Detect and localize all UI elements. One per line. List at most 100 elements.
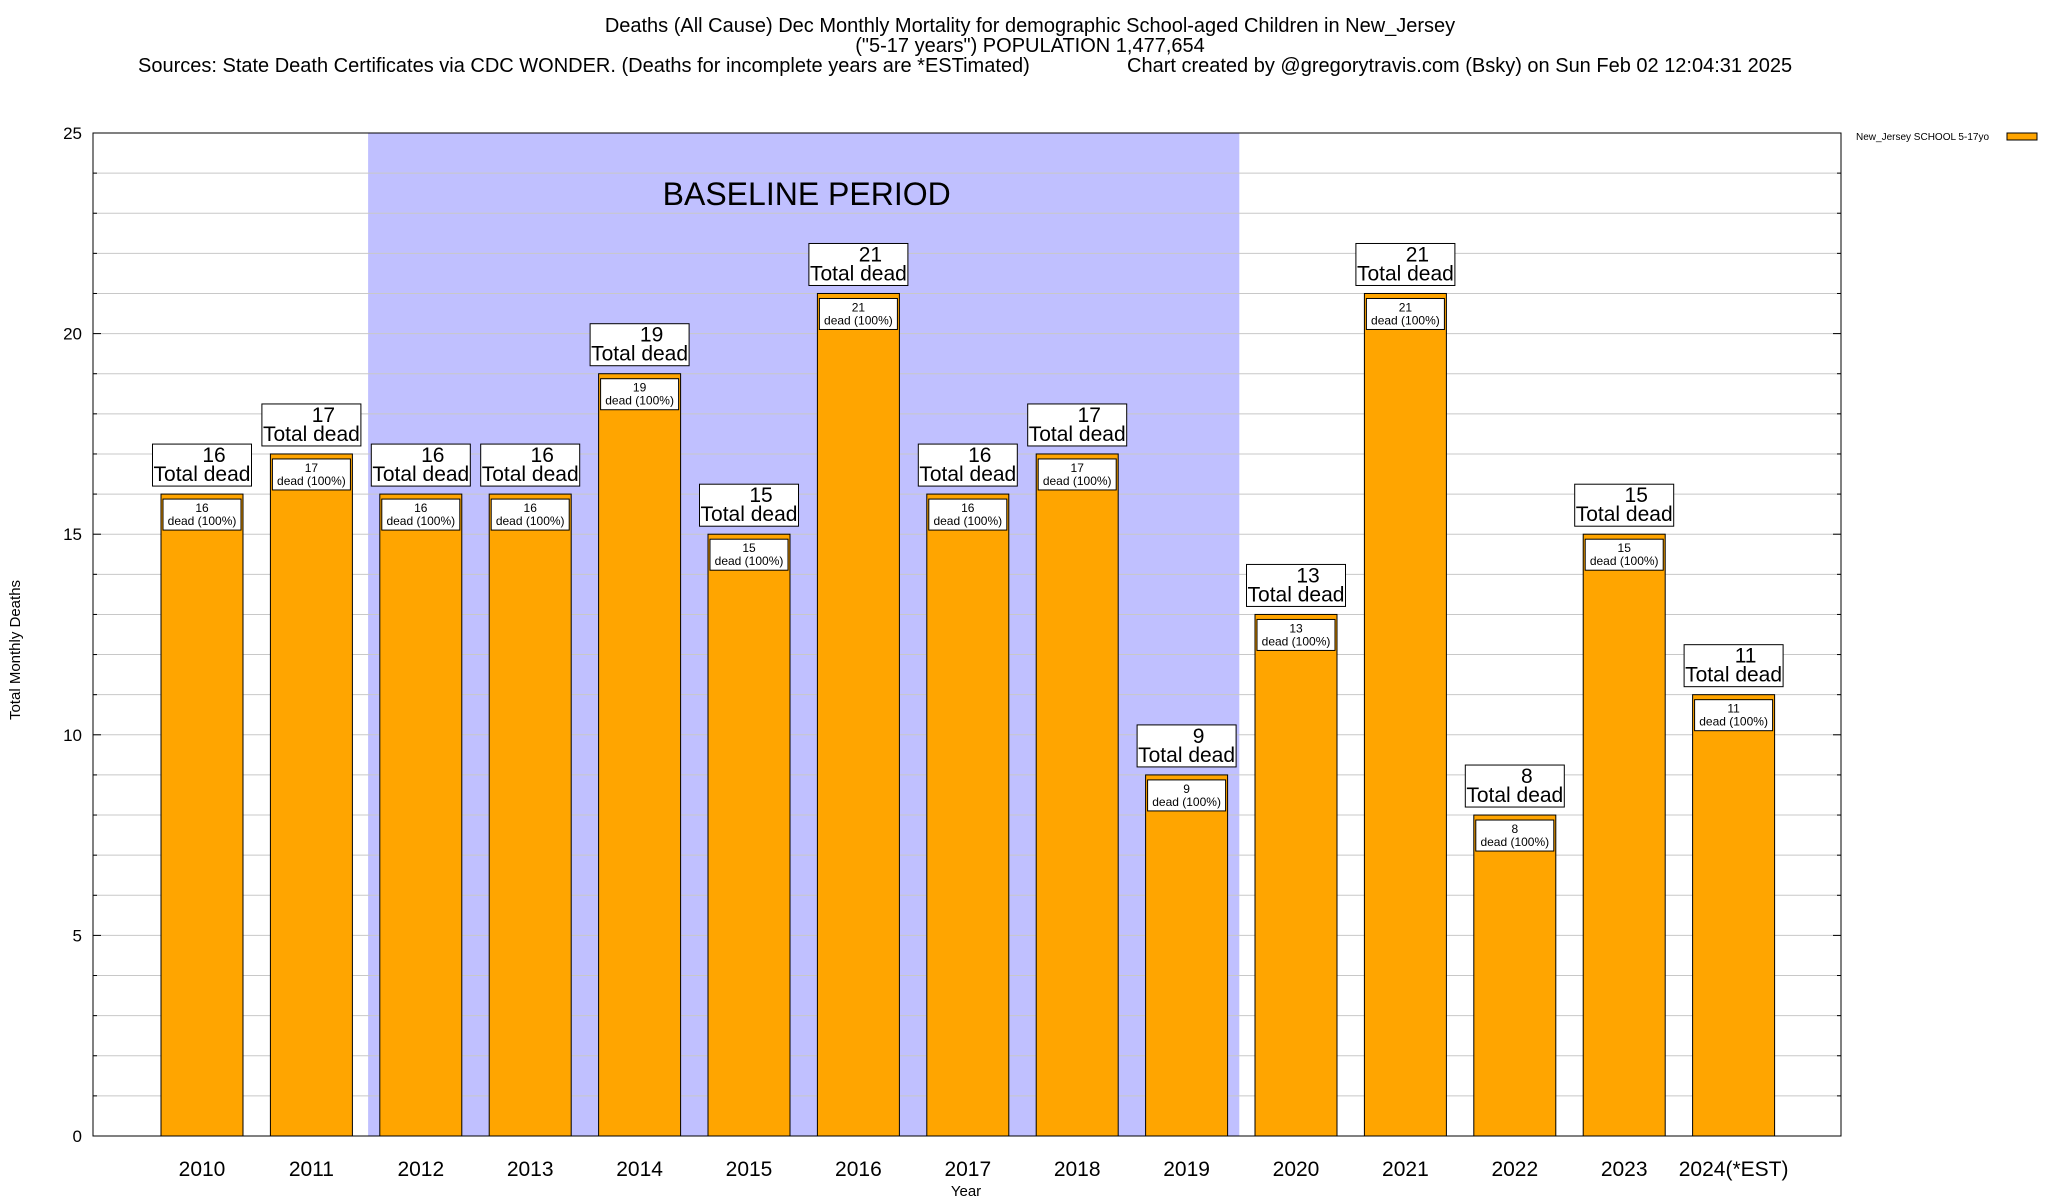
bar-total-label: Total dead: [701, 503, 798, 526]
x-tick-label: 2015: [726, 1158, 773, 1181]
bar-total-value: 16: [968, 444, 991, 467]
x-tick-label: 2012: [397, 1158, 444, 1181]
bar-inner-value: 19: [633, 381, 647, 395]
bar: [598, 373, 682, 1137]
chart-credit: Chart created by @gregorytravis.com (Bsk…: [1127, 55, 1792, 77]
y-tick-label: 15: [63, 525, 82, 544]
bar-total-value: 11: [1735, 645, 1757, 668]
y-tick-label: 5: [73, 926, 82, 945]
bar-inner-label: dead (100%): [933, 514, 1002, 528]
bar: [707, 533, 791, 1137]
bar-total-label: Total dead: [372, 463, 469, 486]
bar-total-label: Total dead: [263, 423, 360, 446]
bar-total-label-box: [1136, 724, 1237, 768]
bar-inner-value: 16: [524, 501, 538, 515]
bar-total-label-box: [1574, 483, 1675, 527]
bar-inner-value: 21: [852, 300, 866, 314]
bar-total-label-box: [261, 403, 362, 447]
bar: [1035, 453, 1119, 1137]
bar-inner-value: 16: [195, 501, 209, 515]
bar-inner-label-box: [381, 498, 461, 531]
bar-total-label: Total dead: [1029, 423, 1126, 446]
bar-total-value: 17: [312, 404, 335, 427]
bar-total-label: Total dead: [1357, 262, 1454, 285]
x-axis-label: Year: [951, 1183, 981, 1200]
bar-total-value: 13: [1296, 564, 1319, 587]
bar-inner-value: 13: [1289, 621, 1303, 635]
bar-total-label: Total dead: [482, 463, 579, 486]
bar-inner-label: dead (100%): [1262, 634, 1331, 648]
bar-inner-label-box: [928, 498, 1008, 531]
x-tick-label: 2020: [1273, 1158, 1320, 1181]
bars-layer: [160, 292, 1776, 1137]
bar-inner-label: dead (100%): [496, 514, 565, 528]
bar-total-label-box: [1464, 764, 1565, 808]
x-tick-label: 2017: [944, 1158, 991, 1181]
bar-inner-value: 9: [1183, 782, 1190, 796]
bar-inner-label-box: [709, 538, 789, 571]
x-tick-label: 2022: [1491, 1158, 1538, 1181]
legend: New_Jersey SCHOOL 5-17yo: [1856, 132, 2038, 143]
bar: [1692, 694, 1776, 1137]
bar-inner-value: 16: [961, 501, 975, 515]
chart-subtitle: ("5-17 years") POPULATION 1,477,654: [855, 35, 1205, 57]
bar-inner-value: 11: [1727, 702, 1740, 716]
bar-inner-label: dead (100%): [386, 514, 455, 528]
bar-inner-label-box: [271, 458, 351, 491]
y-tick-label: 25: [63, 124, 82, 143]
y-tick-label: 20: [63, 325, 82, 344]
bar: [379, 493, 463, 1137]
bar-inner-value: 17: [1071, 461, 1085, 475]
bar-inner-label: dead (100%): [1152, 795, 1221, 809]
bar-inner-label-box: [1147, 779, 1227, 812]
bar-inner-label-box: [1475, 819, 1555, 852]
bar-inner-label: dead (100%): [715, 554, 784, 568]
bar-inner-label: dead (100%): [1043, 474, 1112, 488]
axis-layer: 0 5 10 15 20 25 2010 2011 2012 2013 2014 2015 2016 20…: [63, 124, 1842, 1181]
bar-inner-value: 15: [742, 541, 756, 555]
bar-total-label-box: [370, 443, 471, 487]
y-axis-label: Total Monthly Deaths: [7, 580, 24, 720]
chart-title: Deaths (All Cause) Dec Monthly Mortality…: [605, 15, 1455, 37]
bar-total-value: 17: [1078, 404, 1101, 427]
bar-total-value: 19: [640, 324, 663, 347]
bar: [488, 493, 572, 1137]
bar-total-label: Total dead: [919, 463, 1016, 486]
x-tick-label: 2016: [835, 1158, 882, 1181]
bar-inner-label-box: [600, 378, 680, 411]
bar-inner-label: dead (100%): [277, 474, 346, 488]
bar-total-label: Total dead: [810, 262, 907, 285]
bar-inner-label-box: [1584, 538, 1664, 571]
legend-swatch: [2006, 132, 2038, 141]
bar-inner-label: dead (100%): [1371, 313, 1440, 327]
bar-inner-label: dead (100%): [1590, 554, 1659, 568]
x-tick-label: 2021: [1382, 1158, 1429, 1181]
bar-total-label: Total dead: [591, 343, 688, 366]
bar-total-value: 21: [1406, 243, 1429, 266]
bar-total-label: Total dead: [154, 463, 251, 486]
bar: [926, 493, 1010, 1137]
bar-total-value: 16: [531, 444, 554, 467]
x-tick-label: 2014: [616, 1158, 663, 1181]
bar-inner-value: 17: [305, 461, 319, 475]
bar: [816, 292, 900, 1137]
x-tick-label: 2013: [507, 1158, 554, 1181]
bar: [1363, 292, 1447, 1137]
x-tick-label: 2011: [289, 1158, 334, 1181]
bar-total-value: 15: [749, 484, 772, 507]
baseline-label: BASELINE PERIOD: [663, 176, 951, 212]
bar-total-value: 16: [421, 444, 444, 467]
bar-inner-label-box: [162, 498, 242, 531]
bar-total-label: Total dead: [1576, 503, 1673, 526]
bar-total-label: Total dead: [1685, 664, 1782, 687]
bar-inner-label-box: [490, 498, 570, 531]
y-tick-label: 0: [73, 1127, 82, 1146]
bar-total-label-box: [699, 483, 799, 527]
bar-total-value: 16: [202, 444, 225, 467]
x-tick-label: 2023: [1601, 1158, 1648, 1181]
bar-inner-label: dead (100%): [824, 313, 893, 327]
bar-total-label: Total dead: [1248, 583, 1345, 606]
bar-total-label-box: [480, 443, 581, 487]
